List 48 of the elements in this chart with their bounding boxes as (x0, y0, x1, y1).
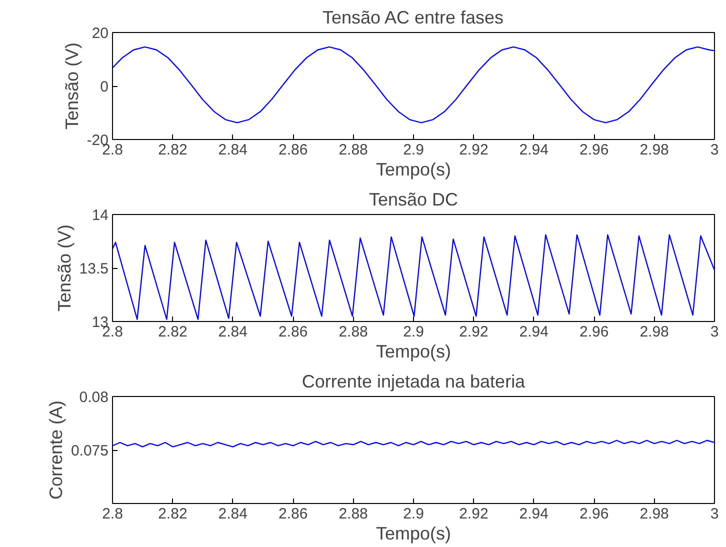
y-axis-title: Corrente (A) (46, 400, 66, 500)
x-axis-title: Tempo(s) (376, 160, 452, 180)
x-tick-label: 2.84 (218, 324, 248, 340)
x-tick-label: 2.92 (459, 142, 488, 158)
x-tick-label: 2.82 (158, 142, 188, 158)
x-axis-title: Tempo(s) (376, 342, 452, 362)
y-tick-label: 0.08 (79, 389, 109, 406)
y-tick-label: 14 (92, 207, 109, 224)
x-tick-label: 2.98 (640, 142, 669, 158)
x-tick-label: 2.82 (158, 324, 188, 340)
x-tick-label: 2.92 (459, 506, 488, 522)
line-series (112, 46, 714, 124)
x-tick-label: 2.88 (338, 324, 368, 340)
x-tick-label: 2.96 (580, 142, 609, 158)
x-tick-label: 2.88 (338, 506, 368, 522)
x-tick-label: 2.92 (459, 324, 488, 340)
x-tick-label: 2.88 (338, 142, 368, 158)
y-axis-title: Tensão (V) (54, 224, 74, 312)
y-tick-label: 0 (100, 78, 108, 96)
x-tick-label: 2.82 (158, 506, 188, 522)
x-tick-label: 2.9 (403, 324, 424, 340)
x-tick-label: 2.98 (640, 324, 669, 340)
y-tick-label: 0.075 (70, 442, 109, 460)
line-series (112, 440, 714, 448)
x-tick-label: 2.86 (278, 142, 308, 158)
x-tick-label: 2.96 (580, 324, 609, 340)
chart-title: Tensão AC entre fases (322, 8, 504, 28)
chart-title: Corrente injetada na bateria (302, 372, 526, 392)
x-tick-label: 2.9 (403, 142, 424, 158)
x-tick-label: 3 (710, 142, 719, 158)
x-tick-label: 2.86 (278, 324, 308, 340)
x-tick-label: 2.96 (580, 506, 609, 522)
chart-title: Tensão DC (368, 190, 458, 210)
x-tick-label: 3 (710, 324, 719, 340)
x-tick-label: 3 (710, 506, 719, 522)
x-tick-label: 2.94 (519, 506, 549, 522)
x-tick-label: 2.84 (218, 142, 248, 158)
x-tick-label: 2.8 (102, 506, 123, 522)
y-tick-label: 13.5 (79, 260, 109, 278)
x-tick-label: 2.94 (519, 142, 549, 158)
x-tick-label: 2.84 (218, 506, 248, 522)
x-tick-label: 2.94 (519, 324, 549, 340)
x-tick-label: 2.98 (640, 506, 669, 522)
x-tick-label: 2.9 (403, 506, 424, 522)
x-axis-title: Tempo(s) (376, 524, 452, 544)
x-tick-label: 2.86 (278, 506, 308, 522)
y-axis-title: Tensão (V) (62, 42, 82, 130)
y-tick-label: 20 (92, 25, 109, 42)
